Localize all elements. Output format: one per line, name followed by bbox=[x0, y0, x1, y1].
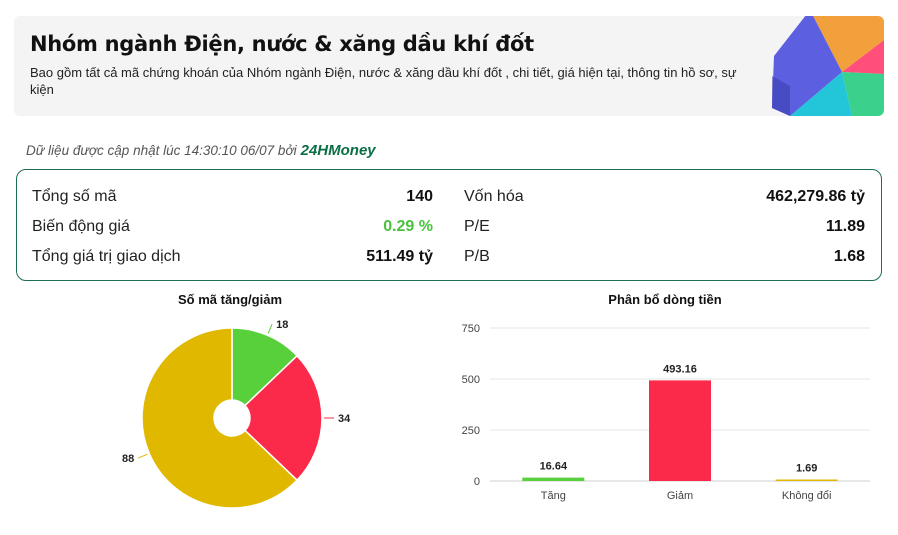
bar-value-label: 493.16 bbox=[663, 363, 697, 375]
trade-value-value: 511.49 tỷ bbox=[366, 248, 433, 265]
bar[interactable] bbox=[522, 477, 585, 481]
x-tick-label: Không đổi bbox=[782, 490, 832, 502]
update-text: Dữ liệu được cập nhật lúc 14:30:10 06/07… bbox=[26, 143, 297, 158]
pie-slice[interactable] bbox=[243, 354, 323, 482]
pe-value: 11.89 bbox=[825, 218, 865, 235]
pie-slice[interactable] bbox=[141, 327, 299, 509]
pie-label-leader bbox=[267, 324, 273, 334]
page-description: Bao gồm tất cả mã chứng khoán của Nhóm n… bbox=[30, 65, 737, 97]
page-header: Nhóm ngành Điện, nước & xăng dầu khí đốt… bbox=[14, 16, 884, 116]
page-title: Nhóm ngành Điện, nước & xăng dầu khí đốt bbox=[30, 32, 534, 56]
x-tick-label: Tăng bbox=[541, 490, 566, 502]
pie-chart: 18 34 88 bbox=[122, 319, 351, 509]
pb-label: P/B bbox=[464, 248, 490, 265]
y-tick-label: 0 bbox=[474, 476, 480, 488]
market-cap-label: Vốn hóa bbox=[464, 188, 524, 205]
y-tick-label: 750 bbox=[462, 323, 480, 335]
price-change-value: 0.29 % bbox=[383, 218, 433, 235]
bar[interactable] bbox=[775, 479, 838, 482]
pb-value: 1.68 bbox=[833, 248, 865, 265]
header-pie-illustration bbox=[772, 16, 884, 116]
pie-slice-label: 88 bbox=[122, 453, 134, 465]
pie-slice-label: 18 bbox=[276, 319, 288, 331]
pie-chart-title: Số mã tăng/giảm bbox=[177, 292, 283, 307]
pie-slice-label: 34 bbox=[338, 413, 351, 425]
bar-value-label: 16.64 bbox=[540, 461, 568, 473]
price-change-label: Biến động giá bbox=[32, 218, 130, 235]
update-info: Dữ liệu được cập nhật lúc 14:30:10 06/07… bbox=[26, 142, 376, 159]
brand-link[interactable]: 24HMoney bbox=[300, 142, 376, 159]
pie-label-leader bbox=[138, 453, 148, 459]
pe-label: P/E bbox=[464, 218, 490, 235]
pie-slice[interactable] bbox=[231, 327, 299, 407]
bar-chart: 0 250 500 750 16.64 Tăng 493.16 Giảm 1.69 Không đ… bbox=[462, 323, 870, 502]
total-codes-value: 140 bbox=[406, 188, 433, 205]
market-cap-value: 462,279.86 tỷ bbox=[766, 188, 865, 205]
bar-chart-title: Phân bổ dòng tiền bbox=[608, 292, 722, 307]
stats-panel: Tổng số mã 140 Biến động giá 0.29 % Tổng… bbox=[16, 169, 882, 281]
trade-value-label: Tổng giá trị giao dịch bbox=[32, 248, 181, 265]
total-codes-label: Tổng số mã bbox=[32, 188, 117, 205]
x-tick-label: Giảm bbox=[667, 490, 693, 502]
y-tick-label: 500 bbox=[462, 374, 480, 386]
bar-value-label: 1.69 bbox=[796, 463, 817, 475]
y-tick-label: 250 bbox=[462, 425, 480, 437]
bar[interactable] bbox=[649, 380, 711, 481]
